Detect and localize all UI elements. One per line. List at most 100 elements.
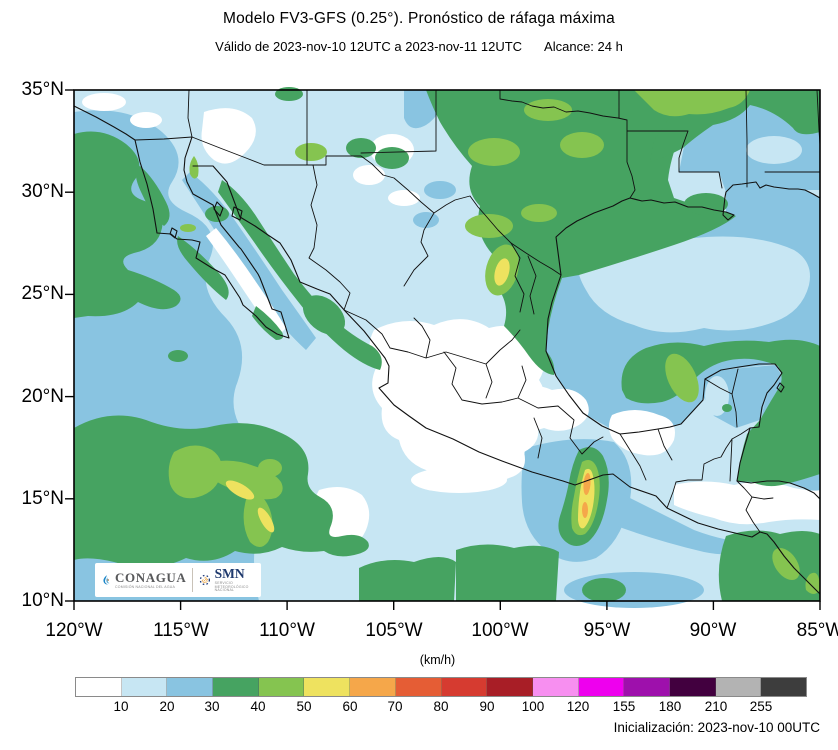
smn-logo-icon (199, 574, 210, 586)
forecast-reach: Alcance: 24 h (544, 39, 623, 54)
border-mexican-states (308, 164, 739, 481)
gust-fill-campeche (665, 353, 699, 403)
coast-us-gulf (555, 181, 821, 276)
gust-fill-pac-yellow (257, 507, 275, 533)
colorbar-cell (395, 678, 442, 696)
gust-fill-baja-sliver (180, 224, 196, 232)
colorbar-cell (304, 678, 351, 696)
colorbar-cell (121, 678, 168, 696)
colorbar-cell (624, 678, 670, 696)
gust-fill-tehuantepec-core (582, 502, 588, 518)
colorbar-tick: 180 (658, 699, 682, 714)
gust-fill-pacific-large (74, 415, 369, 568)
lon-label: 100°W (471, 620, 529, 641)
gust-fill-monterrey-yellow (494, 258, 510, 286)
gust-fill-texas-patch (560, 132, 604, 158)
lat-label: 20°N (21, 386, 64, 407)
coast-pacific-baja (73, 105, 290, 339)
valid-range: Válido de 2023-nov-10 12UTC a 2023-nov-1… (215, 39, 523, 54)
gust-fill-spot (275, 87, 303, 101)
gust-fill-spot (722, 404, 732, 412)
gust-fill-pac-yellow (225, 480, 255, 500)
gust-fill-calm-altiplano (369, 319, 545, 483)
colorbar-cell (441, 678, 488, 696)
gust-fill-spot (258, 459, 282, 477)
gust-fill-spot (168, 350, 188, 362)
gust-fill-centam-patch (772, 547, 800, 581)
colorbar-tick: 50 (296, 699, 312, 714)
colorbar-tick: 155 (612, 699, 636, 714)
lon-label: 95°W (583, 620, 631, 641)
gust-fill-topright-band (634, 90, 750, 117)
lon-label: 105°W (365, 620, 423, 641)
colorbar-cell (167, 678, 214, 696)
colorbar-tick: 90 (479, 699, 495, 714)
colorbar-tick: 80 (433, 699, 449, 714)
page-title: Modelo FV3-GFS (0.25°). Pronóstico de rá… (222, 10, 615, 27)
initialization-time: Inicialización: 2023-nov-10 00UTC (613, 720, 820, 735)
coast-gulf-mexico (545, 274, 821, 500)
colorbar-cell (350, 678, 396, 696)
gust-fill-calm-veracruz (502, 385, 589, 431)
gust-fill-calm (82, 93, 126, 111)
colorbar-cell (669, 678, 716, 696)
gust-fill-texas-patch (465, 214, 513, 238)
colorbar-cell (76, 678, 122, 696)
colorbar-tick: 120 (566, 699, 590, 714)
gust-fill-tehuantepec-core (583, 473, 591, 495)
gust-fill-baja-north (135, 166, 170, 226)
map-frame (73, 89, 821, 602)
logo-box: CONAGUA COMISIÓN NACIONAL DEL AGUA SMN S… (95, 563, 261, 597)
gust-fill-spot (413, 212, 439, 228)
island-tiburon (231, 206, 243, 221)
gust-fill-calm (353, 165, 385, 185)
gust-fill-texas-patch (468, 138, 520, 166)
gust-fill-spot (582, 578, 626, 602)
gust-fill-south-band (456, 544, 559, 601)
gust-fill-baja-sliver (189, 156, 199, 179)
coastlines (73, 105, 821, 595)
gust-fill-spot (346, 138, 376, 158)
conagua-logo-icon (103, 575, 110, 585)
gust-map-canvas (65, 87, 821, 610)
lat-label: 25°N (21, 283, 64, 304)
coast-mainland-pacific (192, 165, 821, 595)
lon-label: 120°W (45, 620, 103, 641)
lon-label: 85°W (796, 620, 838, 641)
logo-divider (192, 568, 193, 592)
gust-fill-spot (375, 147, 409, 169)
lat-label: 35°N (21, 79, 64, 100)
gust-fill-spot (295, 143, 327, 161)
border-us-states (187, 89, 821, 199)
island-cedros (169, 227, 178, 239)
colorbar-cell (761, 678, 806, 696)
gust-fill-pac-lobe (168, 445, 222, 499)
gust-fill-calm-guerrero-coast (411, 467, 507, 493)
gust-fill-calm (388, 190, 420, 206)
subtitle: Válido de 2023-nov-10 12UTC a 2023-nov-1… (0, 39, 838, 54)
colorbar-cell (487, 678, 533, 696)
colorbar-tick: 60 (342, 699, 358, 714)
gust-regions-60-70 (582, 473, 591, 518)
gust-fill-texas-patch (521, 204, 557, 222)
lat-label: 15°N (21, 488, 64, 509)
gust-regions-under-10 (82, 93, 820, 549)
gust-fill-calm-gulfcal (206, 228, 286, 338)
gust-fill-baja-tip (252, 306, 284, 340)
colorbar-tick: 10 (113, 699, 129, 714)
lon-label: 110°W (259, 620, 315, 641)
island-cozumel (776, 382, 785, 393)
gust-fill-texas-patch (524, 99, 572, 121)
colorbar-cell (258, 678, 305, 696)
conagua-caption: COMISIÓN NACIONAL DEL AGUA (115, 584, 176, 589)
colorbar-tick: 30 (204, 699, 220, 714)
colorbar (75, 677, 807, 697)
gust-fill-calm-yuma (201, 108, 256, 164)
gust-fill-pac-arm-south (243, 488, 273, 547)
gust-fill-calm-guatemala (674, 481, 820, 525)
gust-fill-spot (424, 181, 456, 199)
lon-label: 115°W (153, 620, 209, 641)
lat-label: 10°N (21, 590, 64, 611)
colorbar-cell (532, 678, 579, 696)
